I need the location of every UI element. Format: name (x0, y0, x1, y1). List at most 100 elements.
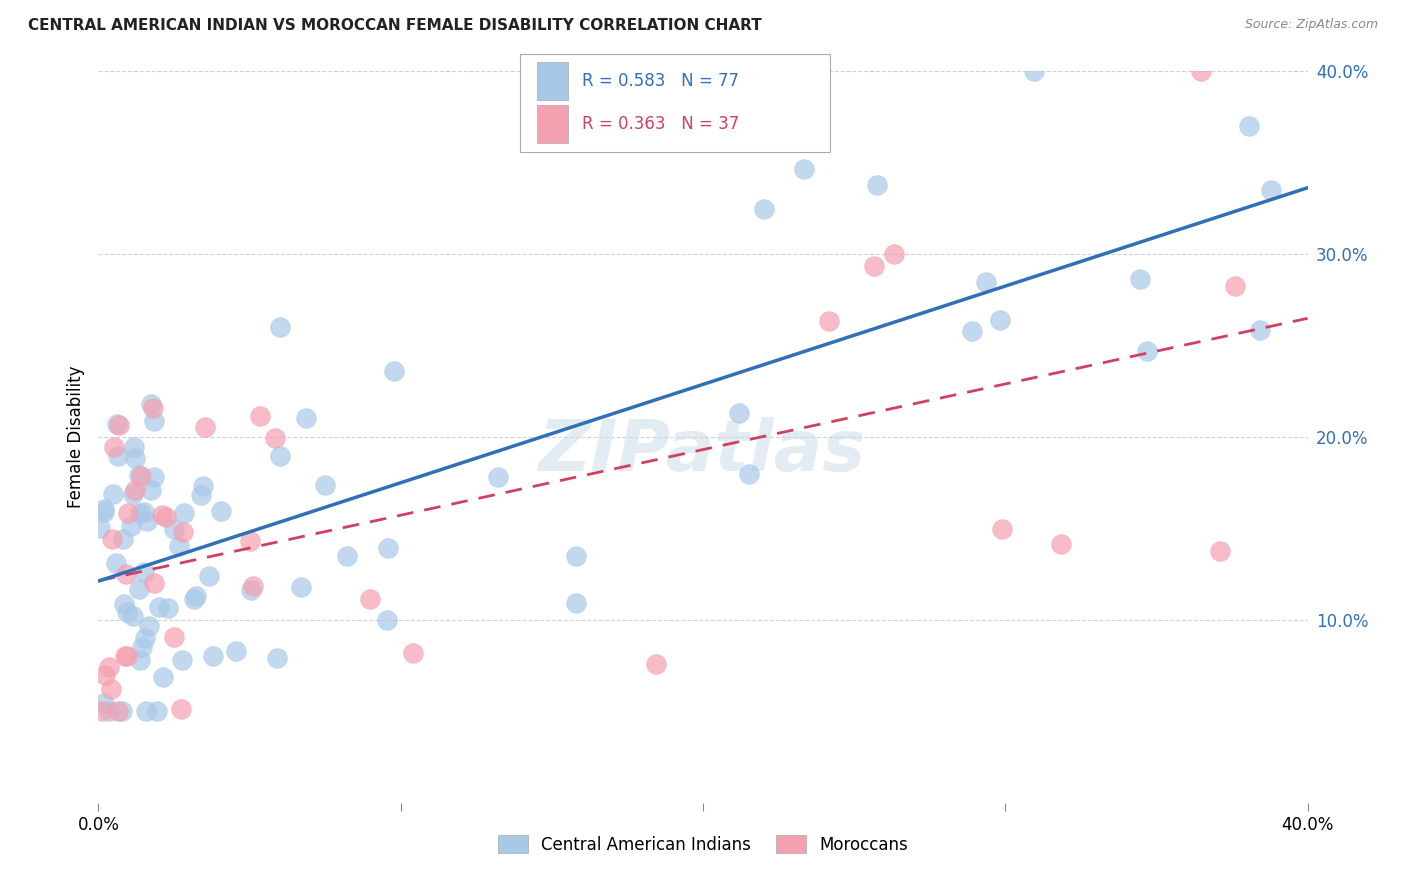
Legend: Central American Indians, Moroccans: Central American Indians, Moroccans (491, 829, 915, 860)
Point (105, 417, 128, 432)
Point (134, 632, 156, 646)
Point (865, 178, 887, 192)
Point (336, 549, 359, 563)
Point (170, 702, 193, 716)
Point (150, 508, 173, 522)
Point (107, 450, 129, 464)
Point (122, 441, 145, 455)
Text: ZIPatlas: ZIPatlas (540, 417, 866, 486)
Point (101, 532, 124, 546)
Point (211, 504, 233, 518)
Point (124, 483, 146, 497)
Point (152, 670, 174, 684)
Point (115, 648, 138, 663)
Point (131, 640, 153, 655)
Point (93, 696, 115, 710)
Point (128, 582, 150, 596)
Point (163, 522, 186, 536)
Point (242, 579, 264, 593)
Point (359, 591, 381, 606)
Point (100, 682, 122, 697)
Point (129, 469, 152, 483)
Point (146, 705, 169, 719)
Point (201, 648, 224, 663)
Point (377, 541, 399, 556)
Point (974, 275, 997, 289)
Point (1249, 323, 1271, 337)
Point (193, 478, 215, 492)
Point (382, 364, 405, 378)
Point (132, 505, 155, 519)
Point (111, 705, 134, 719)
Point (120, 519, 142, 533)
Point (249, 409, 271, 424)
Point (184, 590, 207, 604)
Point (170, 653, 193, 667)
Point (112, 597, 135, 611)
Point (173, 506, 195, 520)
Point (565, 549, 588, 563)
Point (172, 524, 194, 539)
Text: R = 0.363   N = 37: R = 0.363 N = 37 (582, 115, 740, 133)
Point (190, 488, 212, 502)
Point (163, 630, 186, 644)
Point (169, 539, 191, 553)
Point (155, 510, 177, 524)
Point (738, 467, 761, 481)
Point (91, 705, 114, 719)
Point (728, 406, 751, 420)
Text: CENTRAL AMERICAN INDIAN VS MOROCCAN FEMALE DISABILITY CORRELATION CHART: CENTRAL AMERICAN INDIAN VS MOROCCAN FEMA… (28, 18, 762, 33)
Point (375, 613, 398, 627)
Point (121, 487, 143, 501)
Point (1260, 183, 1282, 197)
Point (1129, 272, 1152, 286)
Point (565, 597, 588, 611)
Point (644, 657, 666, 671)
Point (818, 314, 841, 328)
Point (93, 505, 115, 519)
Point (183, 591, 205, 606)
Point (98, 659, 121, 673)
Point (239, 534, 262, 549)
Point (124, 451, 146, 466)
Point (138, 619, 160, 633)
Point (1136, 344, 1159, 359)
Point (1209, 544, 1232, 558)
Point (111, 532, 134, 546)
Point (132, 566, 155, 580)
Point (793, 161, 815, 176)
Point (1024, 64, 1046, 78)
Point (122, 608, 145, 623)
Point (117, 506, 139, 520)
Point (198, 569, 221, 583)
Text: Source: ZipAtlas.com: Source: ZipAtlas.com (1244, 18, 1378, 31)
Point (103, 440, 125, 454)
Point (264, 431, 287, 445)
Point (128, 468, 150, 483)
Point (269, 319, 291, 334)
Point (314, 478, 336, 492)
Point (290, 580, 312, 594)
Point (194, 420, 217, 434)
Point (98, 704, 121, 718)
Point (104, 556, 127, 570)
Text: R = 0.583   N = 77: R = 0.583 N = 77 (582, 72, 740, 90)
Point (139, 397, 162, 411)
Point (988, 312, 1011, 326)
Point (107, 705, 129, 719)
Point (143, 414, 166, 428)
Point (990, 522, 1012, 536)
Point (1239, 120, 1261, 134)
Point (1050, 537, 1073, 551)
Point (114, 648, 136, 663)
Point (143, 576, 166, 591)
Point (139, 483, 162, 498)
Point (225, 644, 247, 658)
Point (1189, 64, 1212, 78)
Point (136, 514, 159, 528)
Point (103, 486, 125, 500)
Point (156, 601, 179, 615)
Point (115, 605, 138, 619)
Point (94, 668, 117, 682)
Point (401, 646, 423, 660)
